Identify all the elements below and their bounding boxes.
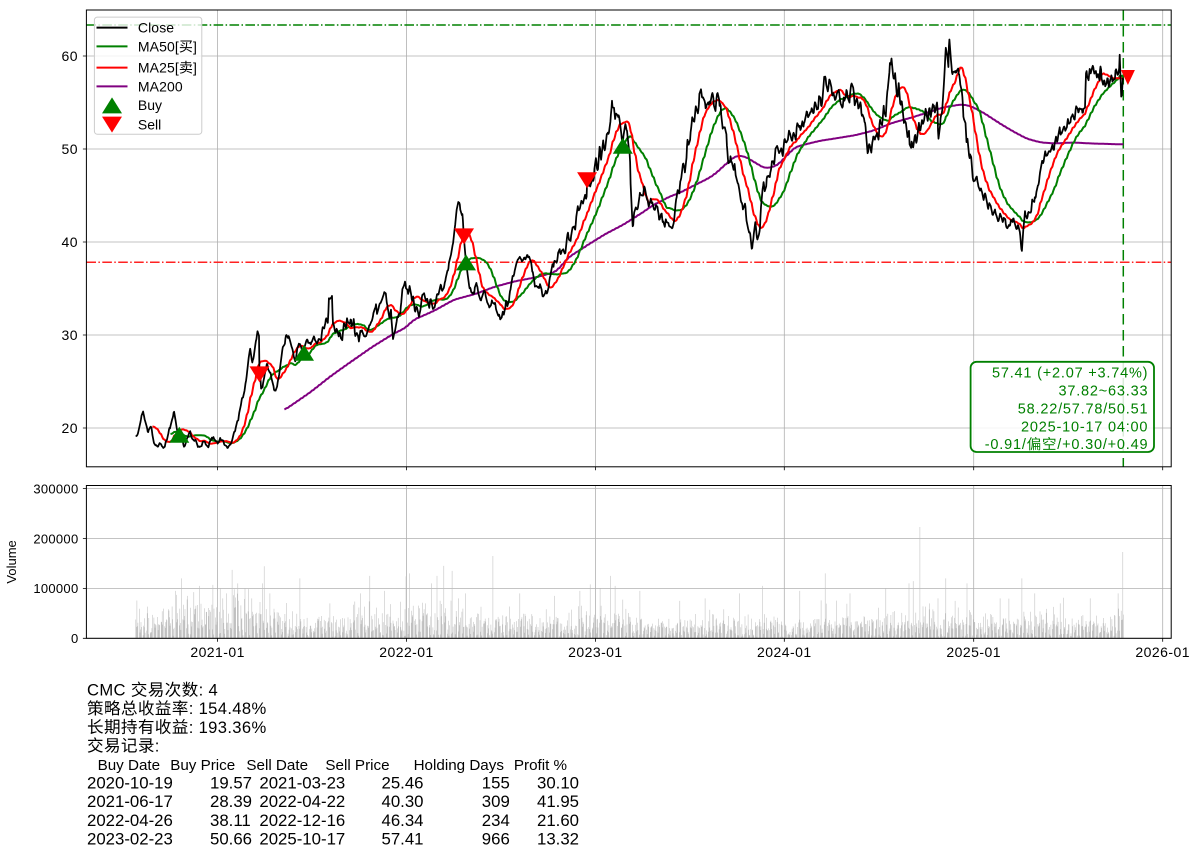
svg-text:: 193.36%: : 193.36% — [189, 718, 267, 737]
svg-text:Sell Date: Sell Date — [246, 757, 308, 774]
svg-text:2021-03-23: 2021-03-23 — [259, 774, 345, 793]
svg-text:300000: 300000 — [33, 481, 78, 496]
svg-text:46.34: 46.34 — [382, 811, 424, 830]
svg-text:38.11: 38.11 — [210, 811, 251, 830]
svg-text:40: 40 — [62, 234, 78, 250]
svg-text:/+0.30/+0.49: /+0.30/+0.49 — [1057, 437, 1148, 453]
svg-text:2024-01: 2024-01 — [757, 644, 812, 660]
svg-text:21.60: 21.60 — [537, 811, 579, 830]
svg-text:2022-04-26: 2022-04-26 — [87, 811, 173, 830]
svg-text:Volume: Volume — [4, 540, 19, 583]
svg-text:309: 309 — [482, 792, 510, 811]
svg-text:Buy Date: Buy Date — [98, 757, 160, 774]
svg-text:Holding Days: Holding Days — [414, 757, 505, 774]
svg-text:28.39: 28.39 — [210, 792, 252, 811]
svg-text:MA200: MA200 — [138, 78, 183, 94]
svg-text:]: ] — [193, 60, 197, 76]
svg-text:Profit %: Profit % — [514, 757, 567, 774]
svg-text:2021-01: 2021-01 — [190, 644, 245, 660]
svg-text:200000: 200000 — [33, 531, 78, 546]
svg-text:Sell: Sell — [138, 117, 161, 133]
svg-text:Sell Price: Sell Price — [325, 757, 389, 774]
svg-text:57.41: 57.41 — [382, 829, 424, 848]
svg-text:2022-12-16: 2022-12-16 — [259, 811, 345, 830]
svg-text:CMC: CMC — [87, 681, 126, 700]
svg-text:58.22/57.78/50.51: 58.22/57.78/50.51 — [1018, 401, 1149, 417]
svg-text:2021-06-17: 2021-06-17 — [87, 792, 173, 811]
svg-text:2023-01: 2023-01 — [568, 644, 623, 660]
svg-text:2025-10-17 04:00: 2025-10-17 04:00 — [1021, 419, 1148, 435]
svg-text:40.30: 40.30 — [382, 792, 424, 811]
svg-text:2020-10-19: 2020-10-19 — [87, 774, 173, 793]
svg-text:50: 50 — [62, 141, 78, 157]
svg-text:MA50[: MA50[ — [138, 38, 179, 54]
svg-text:13.32: 13.32 — [537, 829, 579, 848]
svg-text:100000: 100000 — [33, 581, 78, 596]
svg-text:57.41 (+2.07 +3.74%): 57.41 (+2.07 +3.74%) — [992, 366, 1148, 382]
svg-text:0: 0 — [71, 631, 79, 646]
svg-text:234: 234 — [482, 811, 510, 830]
svg-text:Buy Price: Buy Price — [170, 757, 235, 774]
svg-text:60: 60 — [62, 48, 78, 64]
svg-text:]: ] — [193, 38, 197, 54]
svg-text:2025-10-17: 2025-10-17 — [259, 829, 345, 848]
svg-text:2022-01: 2022-01 — [379, 644, 434, 660]
svg-text:-0.91/: -0.91/ — [985, 437, 1027, 453]
svg-text:2026-01: 2026-01 — [1135, 644, 1190, 660]
svg-text:37.82~63.33: 37.82~63.33 — [1059, 384, 1149, 400]
svg-text:966: 966 — [482, 829, 510, 848]
svg-text:: 4: : 4 — [199, 681, 219, 700]
svg-text:30: 30 — [62, 327, 78, 343]
svg-text:19.57: 19.57 — [210, 774, 252, 793]
svg-text:20: 20 — [62, 420, 78, 436]
svg-text:30.10: 30.10 — [537, 774, 579, 793]
svg-text:25.46: 25.46 — [382, 774, 424, 793]
svg-text:155: 155 — [482, 774, 510, 793]
svg-text:MA25[: MA25[ — [138, 60, 179, 76]
svg-text:2022-04-22: 2022-04-22 — [259, 792, 345, 811]
svg-text:Close: Close — [138, 20, 174, 36]
svg-text:Buy: Buy — [138, 97, 162, 113]
svg-text:2023-02-23: 2023-02-23 — [87, 829, 173, 848]
svg-text:2025-01: 2025-01 — [946, 644, 1001, 660]
svg-text:50.66: 50.66 — [210, 829, 252, 848]
svg-text:: 154.48%: : 154.48% — [189, 699, 267, 718]
svg-text:41.95: 41.95 — [537, 792, 579, 811]
svg-text::: : — [155, 736, 160, 755]
